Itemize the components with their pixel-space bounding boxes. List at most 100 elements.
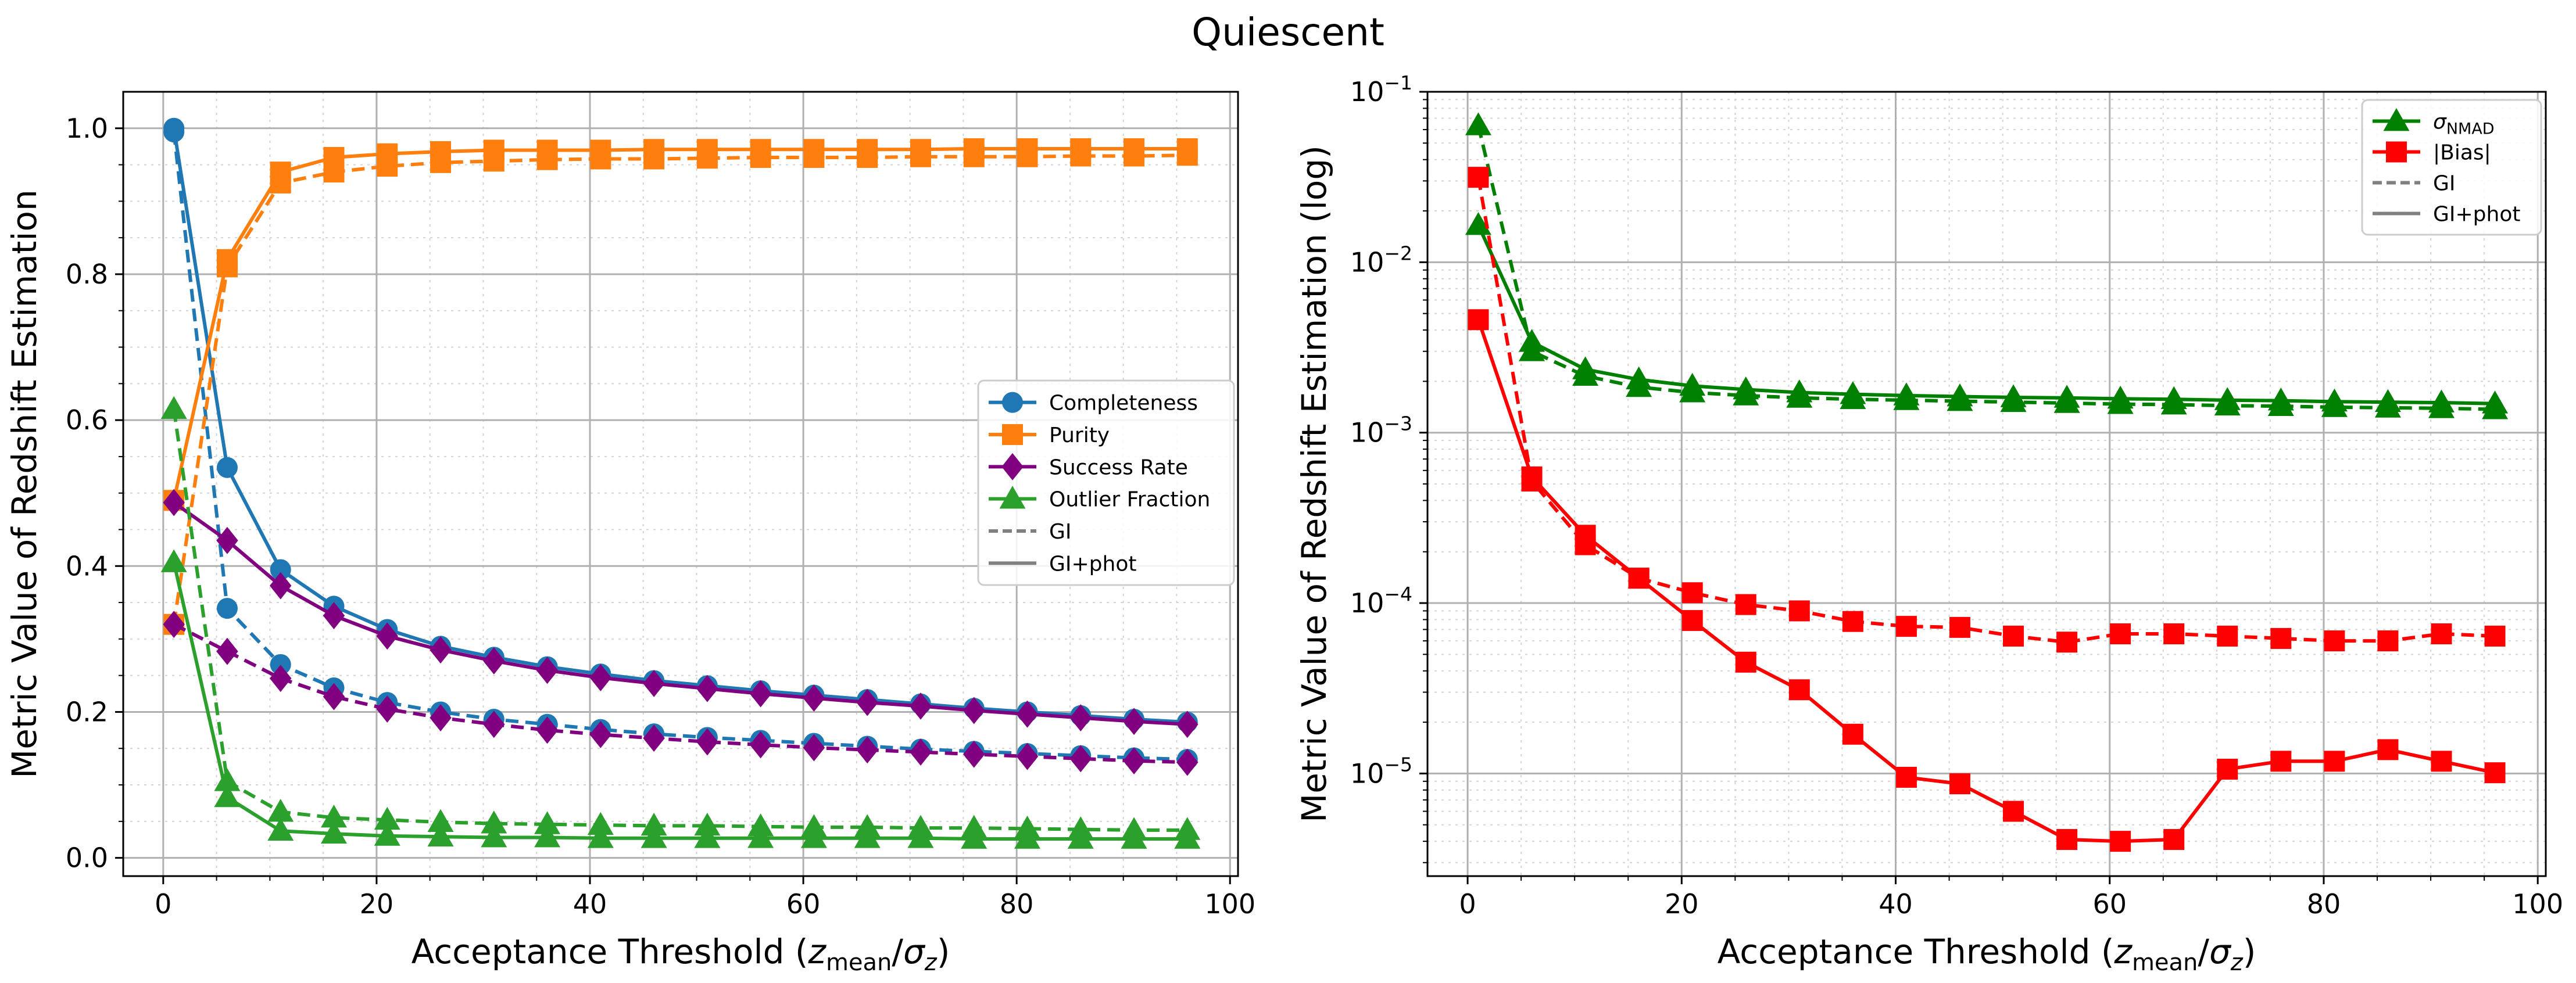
figure-title: Quiescent (1192, 10, 1384, 55)
data-point-bias-gi-phot-5 (1735, 651, 1756, 673)
data-point-outlier-fraction-gi-phot-7 (534, 824, 561, 848)
legend-label: Purity (1049, 424, 1110, 447)
y-tick-label: 10−2 (1350, 242, 1412, 278)
data-point-completeness-gi-0 (163, 121, 185, 143)
data-point-bias-gi-phot-16 (2324, 751, 2345, 772)
data-point-success-rate-gi-10 (696, 728, 718, 756)
data-point-bias-gi-phot-11 (2056, 828, 2078, 850)
legend-marker-completeness (1002, 392, 1023, 413)
data-point-bias-gi-0 (1468, 167, 1489, 188)
x-axis-label: Acceptance Threshold (zmean/σz) (412, 932, 950, 976)
data-point-outlier-fraction-gi-7 (534, 811, 561, 834)
data-point-outlier-fraction-gi-6 (481, 810, 507, 834)
data-point-success-rate-gi-1 (216, 637, 238, 665)
data-point-completeness-gi-2 (270, 654, 291, 675)
data-point-nmad-gi-phot-0 (1465, 212, 1491, 235)
data-point-success-rate-gi-8 (589, 720, 612, 748)
data-point-outlier-fraction-gi-phot-4 (374, 823, 400, 846)
series-group (1465, 112, 2509, 852)
data-point-bias-gi-13 (2163, 623, 2185, 644)
data-point-outlier-fraction-gi-phot-11 (747, 825, 774, 848)
legend-label: σNMAD (2433, 110, 2495, 138)
data-point-success-rate-gi-0 (163, 611, 185, 638)
legend-label: |Bias| (2433, 141, 2491, 165)
data-point-success-rate-gi-9 (643, 724, 665, 752)
data-point-purity-gi-1 (216, 256, 238, 278)
data-point-success-rate-gi-11 (749, 731, 772, 759)
data-point-outlier-fraction-gi-phot-1 (214, 784, 241, 808)
x-tick-label: 0 (1459, 888, 1476, 920)
data-point-completeness-gi-phot-2 (270, 559, 291, 580)
data-point-outlier-fraction-gi-phot-10 (694, 825, 721, 848)
data-point-outlier-fraction-gi-0 (160, 396, 187, 419)
data-point-bias-gi-19 (2484, 625, 2506, 647)
data-point-nmad-gi-7 (1840, 386, 1866, 410)
legend-marker-purity (1002, 424, 1023, 445)
data-point-purity-gi-3 (323, 162, 345, 183)
data-point-nmad-gi-5 (1733, 382, 1759, 406)
data-point-success-rate-gi-7 (536, 716, 559, 744)
data-point-bias-gi-10 (2003, 625, 2024, 647)
data-point-purity-gi-4 (377, 156, 398, 177)
data-point-bias-gi-18 (2431, 623, 2452, 644)
x-tick-label: 100 (2512, 888, 2563, 920)
data-point-bias-gi-phot-10 (2003, 801, 2024, 822)
data-point-bias-gi-phot-4 (1681, 610, 1703, 632)
data-point-outlier-fraction-gi-14 (907, 815, 934, 838)
data-point-bias-gi-phot-18 (2431, 751, 2452, 772)
data-point-bias-gi-17 (2377, 630, 2399, 652)
data-point-success-rate-gi-phot-3 (323, 602, 345, 630)
data-point-purity-gi-6 (483, 150, 505, 172)
data-point-nmad-gi-8 (1893, 387, 1920, 410)
data-point-nmad-gi-4 (1679, 379, 1706, 403)
data-point-bias-gi-3 (1628, 568, 1650, 589)
data-point-bias-gi-phot-19 (2484, 762, 2506, 784)
data-point-outlier-fraction-gi-15 (961, 815, 988, 838)
x-tick-label: 20 (1665, 888, 1699, 920)
data-point-success-rate-gi-5 (430, 704, 452, 731)
legend-box (977, 379, 1235, 586)
data-point-success-rate-gi-phot-0 (163, 489, 185, 516)
data-point-bias-gi-16 (2324, 630, 2345, 652)
series-line-nmad-gi-phot (1476, 224, 2495, 406)
data-point-bias-gi-9 (1949, 616, 1970, 638)
data-point-purity-gi-8 (590, 148, 611, 170)
y-tick-label: 10−1 (1350, 71, 1412, 107)
data-point-success-rate-gi-phot-2 (270, 572, 292, 600)
legend-marker-success-rate (1001, 453, 1024, 480)
data-point-success-rate-gi-phot-13 (856, 688, 878, 716)
data-point-bias-gi-phot-15 (2270, 751, 2292, 772)
data-point-success-rate-gi-14 (910, 738, 932, 766)
data-point-nmad-gi-13 (2160, 391, 2187, 415)
data-point-bias-gi-14 (2217, 625, 2238, 647)
data-point-nmad-gi-18 (2428, 395, 2455, 418)
y-tick-label: 10−5 (1350, 753, 1412, 789)
y-tick-label: 10−3 (1350, 412, 1412, 449)
data-point-completeness-gi-phot-1 (216, 457, 238, 478)
data-point-outlier-fraction-gi-phot-2 (267, 817, 294, 841)
data-point-outlier-fraction-gi-phot-9 (641, 825, 667, 848)
data-point-purity-gi-14 (910, 146, 931, 167)
data-point-nmad-gi-12 (2107, 391, 2134, 414)
data-point-bias-gi-phot-8 (1895, 766, 1917, 788)
data-point-nmad-gi-17 (2374, 394, 2401, 418)
data-point-bias-gi-6 (1788, 600, 1810, 622)
data-point-outlier-fraction-gi-8 (587, 812, 614, 835)
legend: Completeness Purity Success Rate Outlier Fr… (977, 379, 1235, 586)
series-line-outlier-fraction-gi-phot (172, 562, 1187, 841)
data-point-outlier-fraction-gi-9 (641, 812, 667, 836)
data-point-nmad-gi-6 (1786, 385, 1813, 408)
data-point-purity-gi-11 (750, 147, 771, 168)
data-point-success-rate-gi-16 (1016, 742, 1039, 770)
data-point-purity-gi-10 (696, 148, 718, 169)
data-point-outlier-fraction-gi-phot-6 (481, 824, 507, 848)
data-point-success-rate-gi-phot-4 (376, 622, 398, 650)
series-line-outlier-fraction-gi (172, 408, 1187, 832)
legend-label: GI+phot (2433, 203, 2521, 227)
data-point-success-rate-gi-17 (1069, 745, 1092, 773)
data-point-outlier-fraction-gi-phot-5 (427, 823, 454, 847)
legend-box (2361, 99, 2542, 236)
data-point-outlier-fraction-gi-11 (747, 813, 774, 837)
data-point-bias-gi-11 (2056, 632, 2078, 653)
